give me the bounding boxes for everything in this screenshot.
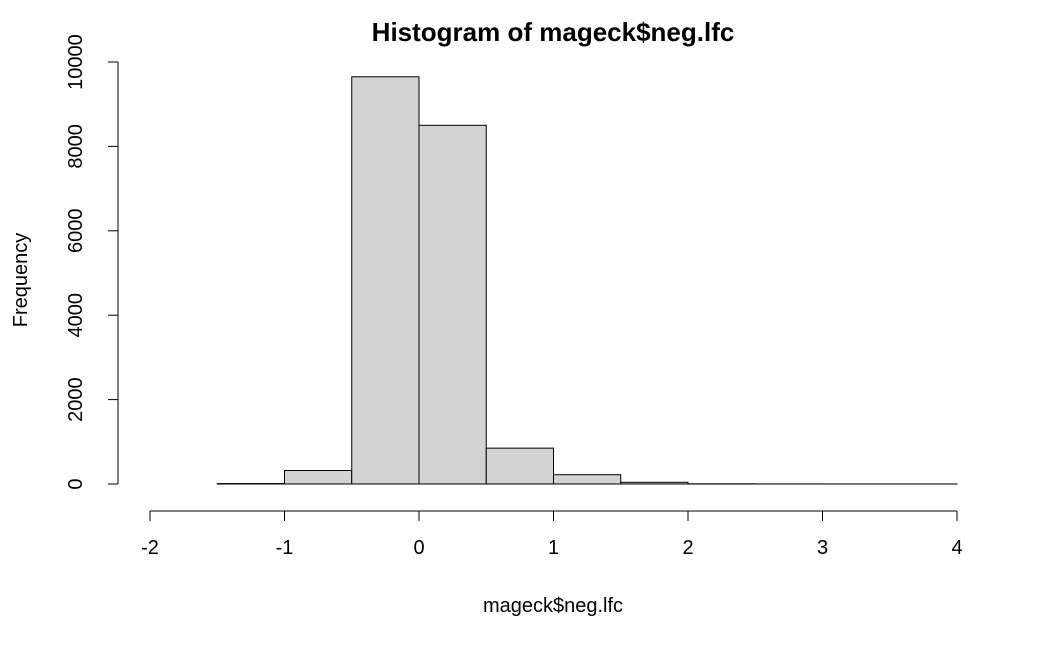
x-tick-label-4: 2 [682, 537, 693, 559]
histogram-bar-4 [418, 124, 487, 485]
x-axis-label: mageck$neg.lfc [483, 595, 623, 617]
x-tick-label-2: 0 [413, 537, 424, 559]
histogram-bar-2 [284, 469, 353, 485]
y-tick-label-2: 4000 [65, 293, 87, 338]
bars-group [216, 76, 958, 485]
x-tick-label-3: 1 [548, 537, 559, 559]
y-tick-label-5: 10000 [65, 34, 87, 90]
histogram-bar-5 [485, 447, 554, 485]
y-axis-label: Frequency [10, 233, 32, 328]
histogram-bar-6 [553, 474, 622, 485]
x-axis: -2 -1 0 1 2 3 4 [141, 510, 963, 559]
x-tick-label-6: 4 [951, 537, 962, 559]
y-tick-label-0: 0 [65, 478, 87, 489]
y-tick-label-3: 6000 [65, 209, 87, 254]
x-tick-label-5: 3 [817, 537, 828, 559]
y-tick-label-1: 2000 [65, 377, 87, 422]
x-tick-label-1: -1 [276, 537, 294, 559]
x-tick-label-0: -2 [141, 537, 159, 559]
chart-title: Histogram of mageck$neg.lfc [372, 17, 735, 47]
y-axis: 0 2000 4000 6000 8000 10000 [65, 34, 119, 490]
y-tick-label-4: 8000 [65, 124, 87, 169]
histogram-bar-7 [620, 481, 689, 485]
histogram-bar-3 [351, 76, 420, 485]
